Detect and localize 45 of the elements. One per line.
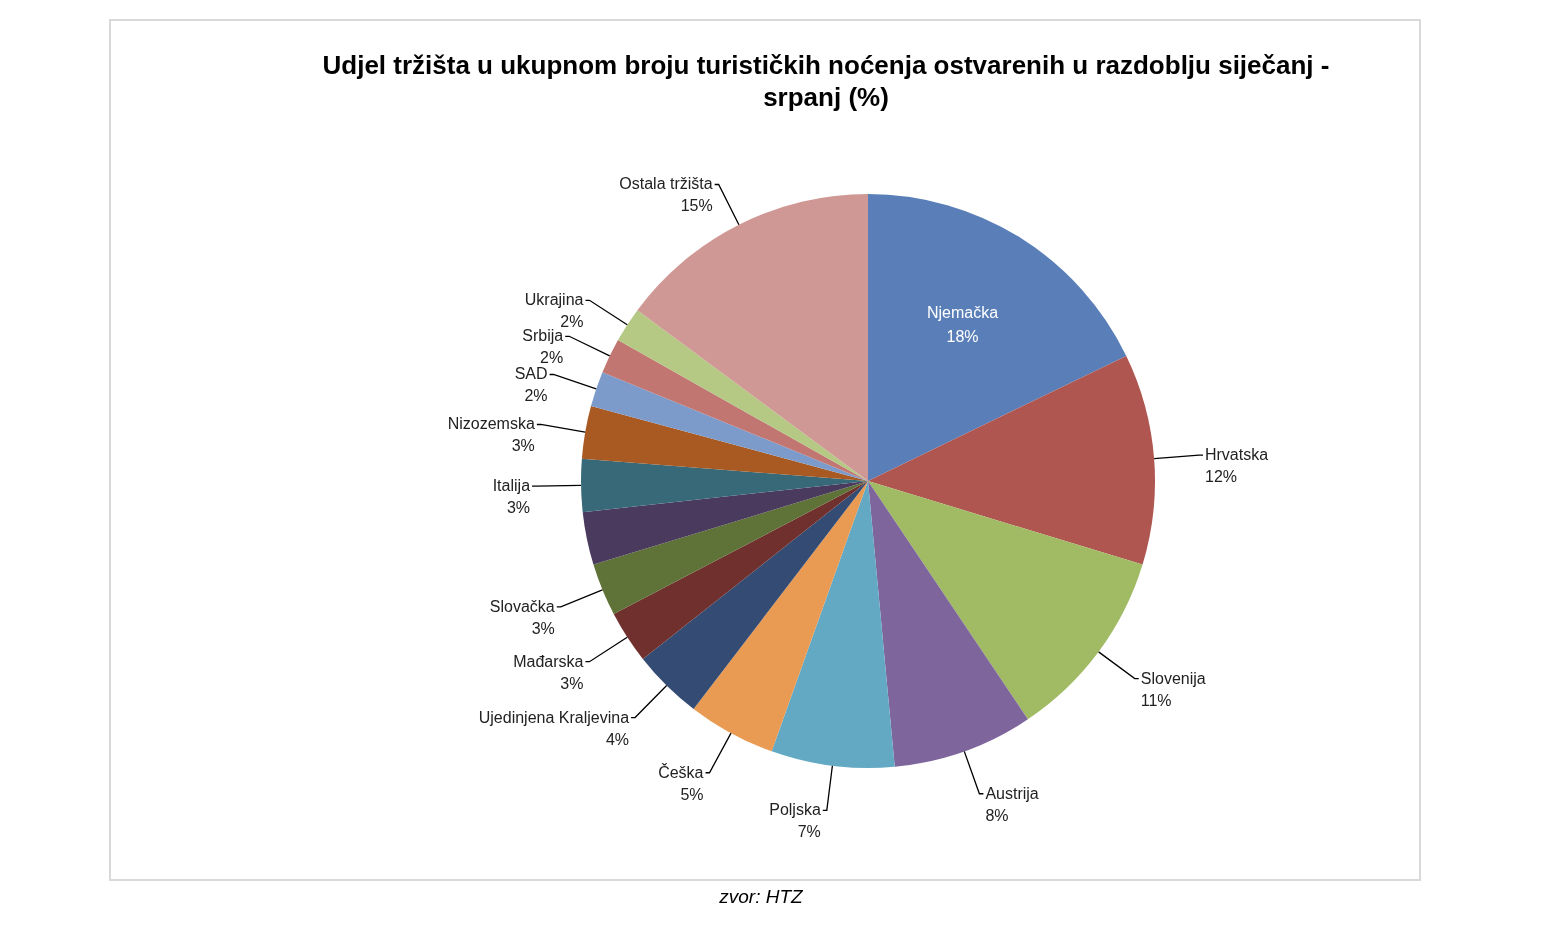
- pie-slice: [582, 481, 868, 565]
- data-label: 12%: [1205, 468, 1238, 486]
- data-label: 2%: [540, 349, 564, 367]
- slice-label: Hrvatska: [1205, 446, 1269, 464]
- data-label: 3%: [560, 674, 584, 692]
- data-label: 18%: [946, 328, 979, 346]
- data-label: 7%: [797, 823, 821, 841]
- data-label: 4%: [605, 730, 630, 748]
- pie-slice: [771, 481, 895, 768]
- slice-label: Nizozemska: [447, 415, 535, 433]
- pie-slice: [642, 481, 868, 709]
- chart-title: Udjel tržišta u ukupnom broju turističkih noćenja ostvarenih u razdoblju siječanj - srpanj (%): [322, 50, 1330, 112]
- pie-slice: [868, 481, 1028, 767]
- pie-slice: [602, 340, 868, 481]
- slice-label: Ostala tržišta: [619, 175, 713, 193]
- text: zvor: HTZ: [718, 886, 805, 907]
- slice-label: Mađarska: [513, 652, 584, 670]
- pie-slice: [637, 194, 868, 481]
- data-label: 2%: [524, 387, 548, 405]
- slice-label: Njemačka: [926, 304, 999, 322]
- pie-slice: [590, 372, 868, 481]
- data-label: 15%: [680, 197, 713, 215]
- slice-label: Poljska: [769, 801, 821, 819]
- pie-slice: [613, 481, 868, 659]
- slice-label: SAD: [514, 365, 548, 383]
- data-label: 8%: [985, 806, 1009, 824]
- pie-slice: [868, 194, 1127, 481]
- slice-label: Austrija: [985, 784, 1039, 802]
- data-label: 11%: [1140, 691, 1172, 709]
- pie-slice: [868, 481, 1143, 720]
- slice-label: Slovačka: [489, 597, 555, 615]
- slice-label: Češka: [658, 762, 704, 781]
- slice-label: Ujedinjena Kraljevina: [478, 708, 630, 726]
- data-label: 3%: [506, 499, 531, 517]
- pie-slice: [581, 406, 868, 481]
- slice-label: Slovenija: [1140, 669, 1206, 687]
- data-label: 3%: [511, 437, 535, 455]
- pie-slice: [693, 481, 868, 752]
- pie-slice: [868, 355, 1155, 565]
- slice-label: Italija: [492, 477, 531, 495]
- data-label: 3%: [531, 619, 555, 637]
- pie-slice: [593, 481, 868, 615]
- slice-label: Ukrajina: [524, 291, 584, 309]
- pie-slice: [617, 310, 868, 481]
- data-label: 5%: [680, 785, 704, 803]
